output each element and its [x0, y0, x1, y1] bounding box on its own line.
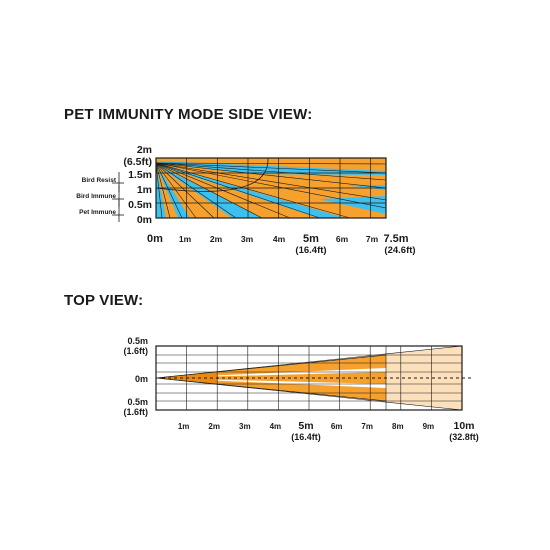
top-x-label: 8m: [392, 422, 404, 431]
top-x-label: 5m: [298, 420, 313, 432]
side-orange-floor-band-0: [156, 164, 178, 218]
top-x-label: 1m: [178, 422, 190, 431]
side-y-label: 0.5m: [128, 199, 152, 211]
side-zone-label: Bird Resist: [82, 177, 117, 184]
top-view-title: TOP VIEW:: [64, 292, 144, 309]
top-x-label: 2m: [208, 422, 220, 431]
top-y-label: 0m: [135, 374, 148, 384]
top-x-label: 9m: [423, 422, 435, 431]
top-x-label: 3m: [239, 422, 251, 431]
side-ray-9: [155, 162, 263, 219]
side-ray-2: [155, 162, 387, 181]
top-x-label: 7m: [361, 422, 373, 431]
side-ray-1: [155, 162, 387, 174]
side-x-label: 3m: [241, 234, 254, 244]
side-x-label: 5m: [303, 233, 319, 245]
side-frame: [155, 157, 387, 219]
top-y-sub-label: (1.6ft): [124, 407, 149, 417]
side-x-ft-label: (16.4ft): [295, 245, 326, 256]
side-orange-top-band: [156, 158, 386, 171]
side-x-label: 6m: [336, 234, 349, 244]
side-x-label: 0m: [147, 233, 163, 245]
side-orange-floor-band-2: [156, 164, 318, 218]
side-ray-10: [155, 162, 237, 219]
top-y-sub-label: (1.6ft): [124, 346, 149, 356]
side-ray-5: [155, 162, 387, 209]
side-ray-15: [155, 162, 163, 219]
side-x-label: 4m: [273, 234, 286, 244]
top-x-label: 4m: [270, 422, 282, 431]
side-y-label: 1m: [137, 184, 152, 196]
side-ray-13: [155, 162, 183, 219]
side-x-label: 7.5m: [383, 233, 408, 245]
side-y-label: 2m: [137, 144, 152, 156]
side-ray-4: [155, 162, 387, 201]
side-ray-12: [155, 162, 197, 219]
side-x-ft-label: (24.6ft): [384, 245, 415, 256]
side-view-title: PET IMMUNITY MODE SIDE VIEW:: [64, 106, 313, 123]
top-y-label: 0.5m: [127, 397, 148, 407]
side-detection-arc: [155, 157, 269, 192]
side-orange-upper-band: [156, 162, 386, 186]
side-x-label: 1m: [179, 234, 192, 244]
side-ray-7: [155, 162, 321, 219]
top-x-ft-label: (16.4ft): [291, 432, 321, 442]
top-ray-3: [155, 377, 387, 402]
side-x-label: 2m: [210, 234, 223, 244]
side-ray-14: [155, 162, 171, 219]
side-orange-floor-band-3: [156, 163, 386, 218]
top-x-ft-label: (32.8ft): [449, 432, 479, 442]
side-zone-label: Bird Immune: [76, 193, 116, 200]
side-zone-label: Pet Immune: [79, 209, 116, 216]
side-x-label: 7m: [366, 234, 379, 244]
top-x-label: 10m: [453, 420, 474, 432]
top-x-label: 6m: [331, 422, 343, 431]
side-y-label: 1.5m: [128, 169, 152, 181]
top-y-label: 0.5m: [127, 336, 148, 346]
side-y-label: 0m: [137, 214, 152, 226]
top-view-diagram: 0.5m(1.6ft)0m0.5m(1.6ft)1m 2m 3m 4m 5m(16.4f…: [124, 336, 479, 442]
side-ray-3: [155, 162, 387, 189]
side-ray-0: [155, 162, 387, 165]
side-ray-6: [155, 162, 351, 219]
side-y-label: (6.5ft): [123, 156, 152, 168]
